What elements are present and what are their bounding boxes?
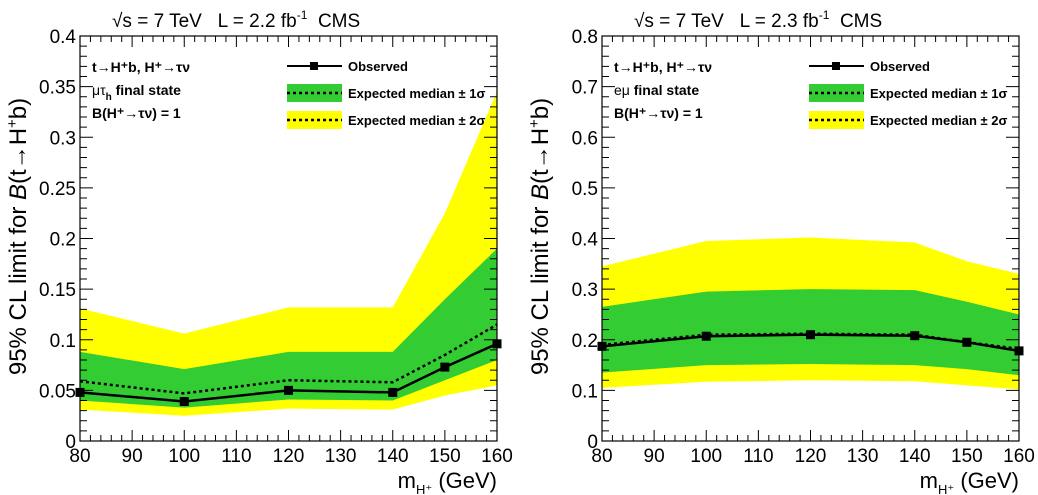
y-tick-label: 0.1	[50, 331, 76, 352]
x-tick-label: 150	[429, 446, 461, 467]
y-tick-label: 0.2	[572, 331, 598, 352]
x-axis-title: mH⁺ (GeV)	[920, 468, 1019, 495]
y-tick-label: 0.1	[572, 381, 598, 402]
final-state-label: μτh final state	[92, 82, 181, 103]
x-tick-label: 90	[122, 446, 143, 467]
y-tick-label: 0.35	[39, 78, 76, 99]
band-1sigma	[80, 248, 497, 408]
y-tick-label: 0.4	[572, 230, 599, 251]
observed-point	[962, 337, 972, 347]
observed-point	[179, 397, 189, 407]
legend-1sigma-box	[287, 84, 342, 102]
observed-line	[79, 342, 498, 403]
legend-observed-marker	[832, 62, 840, 70]
x-tick-label: 130	[847, 446, 879, 467]
observed-point	[388, 387, 398, 397]
x-tick-label: 120	[795, 446, 827, 467]
x-tick-label: 90	[644, 446, 665, 467]
legend-2sigma-label: Expected median ± 2σ	[348, 113, 486, 128]
legend-1sigma-label: Expected median ± 1σ	[870, 86, 1008, 101]
y-tick-label: 0.6	[572, 128, 598, 149]
observed-point	[440, 362, 450, 372]
observed-line	[601, 333, 1020, 353]
process-label: t→H⁺b, H⁺→τν	[92, 59, 190, 75]
y-tick-label: 0.2	[50, 230, 76, 251]
y-tick-label: 0.05	[39, 381, 76, 402]
observed-point	[910, 331, 920, 341]
legend-2sigma-label: Expected median ± 2σ	[870, 113, 1008, 128]
x-tick-label: 150	[951, 446, 983, 467]
observed-point	[284, 385, 293, 395]
branching-ratio-label: B(H⁺→τν) = 1	[614, 105, 703, 121]
y-axis-title: 95% CL limit for B(t→H+b)	[4, 98, 32, 375]
branching-ratio-label: B(H⁺→τν) = 1	[92, 105, 181, 121]
observed-point	[701, 331, 711, 341]
legend-1sigma-label: Expected median ± 1σ	[348, 86, 486, 101]
y-tick-label: 0	[65, 432, 76, 453]
y-tick-label: 0.3	[572, 280, 598, 301]
y-tick-label: 0.15	[39, 280, 76, 301]
process-label: t→H⁺b, H⁺→τν	[614, 59, 712, 75]
legend-observed-label: Observed	[870, 59, 930, 74]
y-tick-label: 0.5	[572, 179, 598, 200]
x-tick-label: 110	[221, 446, 251, 467]
plot-header: √s = 7 TeV L = 2.3 fb-1 CMS	[634, 8, 882, 32]
y-tick-label: 0.4	[50, 27, 77, 48]
x-tick-label: 100	[168, 446, 200, 467]
legend-observed-marker	[310, 62, 318, 70]
legend-2sigma-box	[809, 111, 864, 129]
band-2sigma	[80, 91, 497, 416]
chart-panel-2: 80 90 100 110 120 130 140 150 160 0 0.1 0.2 0.3 0.4 0.…	[526, 8, 1035, 495]
x-tick-label: 130	[325, 446, 357, 467]
x-tick-label: 80	[69, 446, 90, 467]
y-tick-label: 0.3	[50, 128, 76, 149]
x-tick-label: 160	[481, 446, 513, 467]
y-tick-label: 0.7	[572, 78, 598, 99]
x-tick-label: 140	[377, 446, 409, 467]
x-tick-label: 160	[1003, 446, 1035, 467]
y-axis-title: 95% CL limit for B(t→H+b)	[526, 98, 554, 375]
x-tick-label: 110	[743, 446, 773, 467]
plot-header: √s = 7 TeV L = 2.2 fb-1 CMS	[112, 8, 360, 32]
legend-observed-label: Observed	[348, 59, 408, 74]
legend-1sigma-box	[809, 84, 864, 102]
observed-point	[806, 330, 815, 340]
x-tick-label: 140	[899, 446, 931, 467]
final-state-label: eμ final state	[614, 82, 699, 98]
legend-2sigma-box	[287, 111, 342, 129]
y-tick-label: 0.8	[572, 27, 598, 48]
x-axis-title: mH⁺ (GeV)	[398, 468, 497, 495]
x-tick-label: 100	[690, 446, 722, 467]
chart-panel-1: 80 90 100 110 120 130 140 150 160 0 0.05 0.1 0.15 0.2…	[4, 8, 513, 495]
x-tick-label: 120	[273, 446, 305, 467]
y-tick-label: 0	[587, 432, 598, 453]
y-tick-label: 0.25	[39, 179, 76, 200]
x-tick-label: 80	[591, 446, 612, 467]
